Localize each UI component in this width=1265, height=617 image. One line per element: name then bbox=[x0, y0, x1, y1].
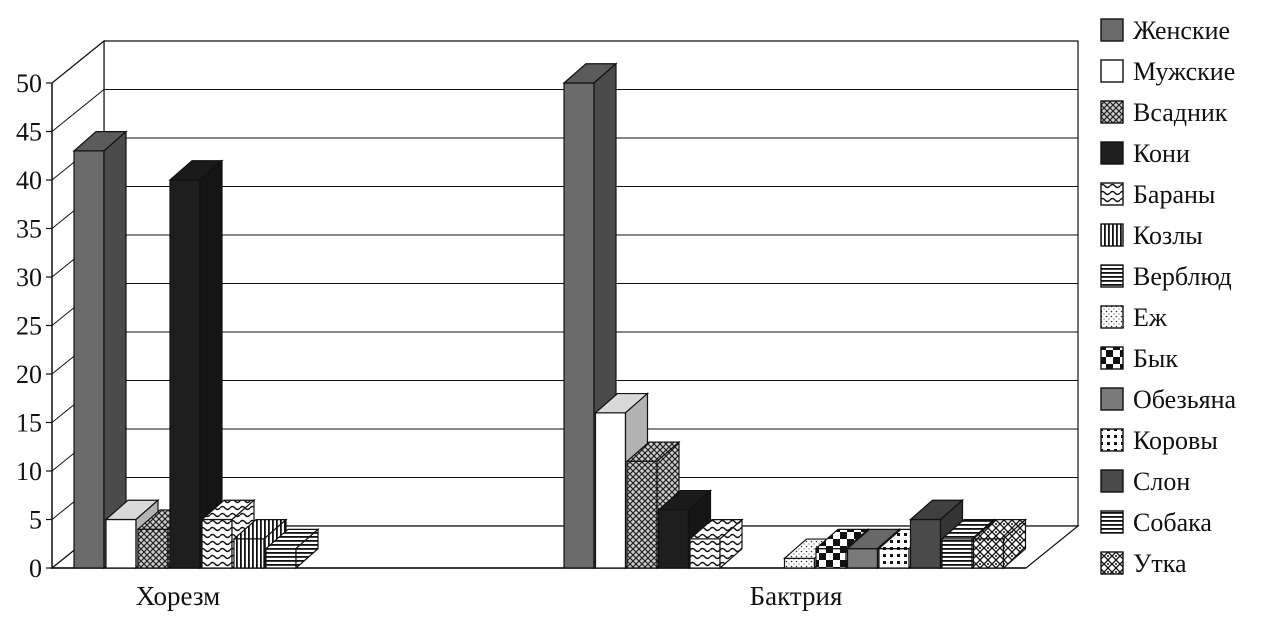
legend-label: Собака bbox=[1133, 508, 1212, 537]
category-labels: Хорезм Бактрия bbox=[136, 581, 843, 611]
legend-item: Кони bbox=[1100, 139, 1190, 168]
legend-swatch bbox=[1100, 182, 1124, 206]
bar-front bbox=[909, 518, 942, 569]
bar-front bbox=[594, 412, 627, 569]
legend-label: Коровы bbox=[1133, 426, 1218, 455]
legend-swatch bbox=[1100, 510, 1124, 534]
y-tick-label: 35 bbox=[16, 215, 42, 244]
x-category-label: Бактрия bbox=[750, 581, 843, 611]
bar-side bbox=[103, 130, 127, 570]
legend-label: Еж bbox=[1133, 303, 1168, 332]
legend-label: Всадник bbox=[1133, 98, 1228, 127]
bar-side bbox=[295, 528, 319, 570]
bar bbox=[971, 518, 1028, 570]
bar-front bbox=[265, 547, 297, 569]
bar-front bbox=[783, 557, 816, 569]
bar-front bbox=[972, 538, 1005, 569]
bar-side bbox=[719, 518, 743, 570]
legend-swatch bbox=[1100, 469, 1124, 493]
y-tick-label: 30 bbox=[16, 263, 42, 292]
legend-item: Обезьяна bbox=[1100, 385, 1237, 414]
y-tick-label: 40 bbox=[16, 166, 42, 195]
legend-swatch bbox=[1100, 305, 1124, 329]
y-tick-label: 50 bbox=[16, 69, 42, 98]
legend-swatch bbox=[1100, 100, 1124, 124]
legend: Женские Мужские Всадник Кони Бараны Козлы Верб… bbox=[1100, 16, 1237, 578]
bar bbox=[200, 498, 256, 570]
bar-front bbox=[233, 538, 265, 569]
bar-front bbox=[201, 518, 233, 569]
bar bbox=[688, 518, 744, 570]
legend-item: Козлы bbox=[1100, 221, 1203, 250]
y-tick-label: 25 bbox=[16, 312, 42, 341]
legend-item: Слон bbox=[1100, 467, 1190, 496]
legend-item: Верблюд bbox=[1100, 262, 1232, 291]
bar-side bbox=[1002, 518, 1027, 570]
y-tick-label: 20 bbox=[16, 360, 42, 389]
bar-front bbox=[657, 509, 690, 569]
gridline bbox=[51, 40, 1078, 84]
bar-front bbox=[878, 547, 910, 569]
x-category-label: Хорезм bbox=[136, 581, 220, 611]
legend-label: Козлы bbox=[1133, 221, 1203, 250]
legend-swatch bbox=[1100, 387, 1124, 411]
bar-front bbox=[563, 82, 595, 569]
legend-label: Женские bbox=[1133, 16, 1230, 45]
bar-front bbox=[626, 460, 658, 569]
legend-item: Собака bbox=[1100, 508, 1212, 537]
legend-swatch bbox=[1100, 59, 1124, 83]
legend-swatch bbox=[1100, 141, 1124, 165]
legend-item: Коровы bbox=[1100, 426, 1218, 455]
legend-swatch bbox=[1100, 428, 1124, 452]
legend-swatch bbox=[1100, 18, 1124, 42]
y-tick-label: 10 bbox=[16, 457, 42, 486]
legend-label: Утка bbox=[1133, 549, 1187, 578]
bar bbox=[168, 159, 224, 570]
legend-item: Бык bbox=[1100, 344, 1178, 373]
legend-item: Еж bbox=[1100, 303, 1168, 332]
bars bbox=[72, 62, 1028, 570]
bar-front bbox=[846, 547, 879, 569]
legend-swatch bbox=[1100, 551, 1124, 575]
y-tick-label: 5 bbox=[29, 506, 42, 535]
legend-label: Мужские bbox=[1133, 57, 1235, 86]
legend-label: Кони bbox=[1133, 139, 1190, 168]
legend-label: Слон bbox=[1133, 467, 1190, 496]
legend-swatch bbox=[1100, 346, 1124, 370]
y-tick-label: 45 bbox=[16, 118, 42, 147]
y-tick-label: 15 bbox=[16, 409, 42, 438]
bar-front bbox=[689, 538, 721, 569]
bar bbox=[72, 130, 128, 570]
gridline bbox=[51, 89, 1078, 132]
y-tick-label: 0 bbox=[29, 554, 42, 583]
legend-swatch bbox=[1100, 223, 1124, 247]
bar bbox=[264, 528, 320, 570]
legend-label: Обезьяна bbox=[1133, 385, 1237, 414]
bar-front bbox=[105, 518, 137, 569]
legend-item: Женские bbox=[1100, 16, 1230, 45]
bar-front bbox=[137, 528, 169, 569]
bar-front bbox=[815, 547, 847, 569]
legend-item: Бараны bbox=[1100, 180, 1215, 209]
legend-item: Всадник bbox=[1100, 98, 1228, 127]
bar-front bbox=[941, 538, 973, 569]
legend-label: Верблюд bbox=[1133, 262, 1232, 291]
legend-item: Утка bbox=[1100, 549, 1187, 578]
bar-front bbox=[73, 150, 105, 569]
legend-label: Бараны bbox=[1133, 180, 1215, 209]
legend-item: Мужские bbox=[1100, 57, 1235, 86]
legend-label: Бык bbox=[1133, 344, 1178, 373]
bar-front bbox=[169, 179, 201, 569]
legend-swatch bbox=[1100, 264, 1124, 288]
